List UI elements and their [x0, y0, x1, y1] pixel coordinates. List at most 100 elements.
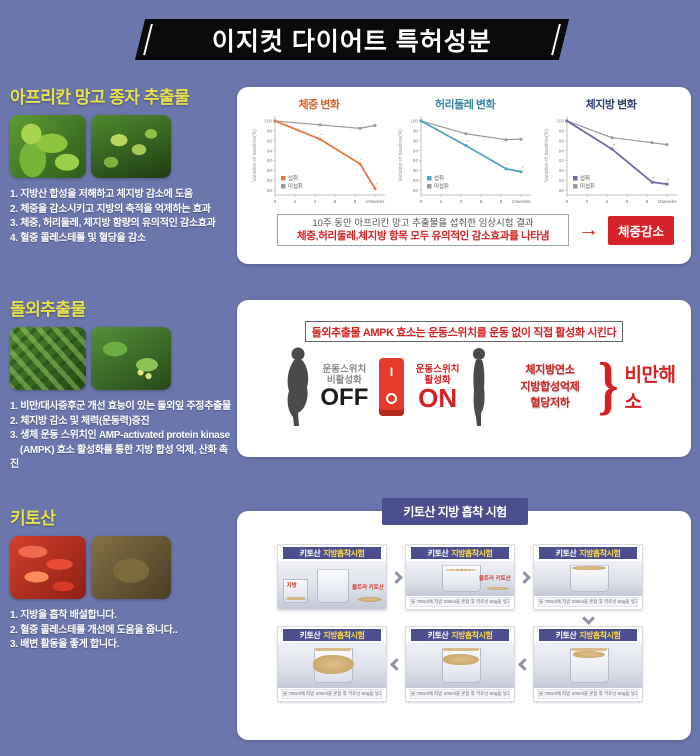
- fatlayer-graphic: [285, 596, 307, 601]
- mango-bullets: 1. 지방산 합성을 저해하고 체지방 감소에 도움 2. 체중을 감소시키고 지…: [10, 188, 234, 246]
- svg-text:미섭취: 미섭취: [580, 182, 595, 190]
- gynostemma-photos: [10, 327, 234, 390]
- experiment-label: 울트라 키토산: [478, 575, 511, 582]
- svg-text:8: 8: [354, 199, 357, 205]
- svg-text:94: 94: [267, 148, 273, 153]
- experiment-photo: [406, 643, 514, 688]
- svg-text:*: *: [613, 142, 615, 147]
- on-text: ON: [418, 382, 458, 413]
- on-label-bottom: 활성화: [424, 374, 451, 386]
- card-header-white: 키토산: [555, 630, 577, 640]
- svg-text:*: *: [653, 176, 655, 181]
- list-item: 1. 비만/대사증후군 개선 효능이 있는 돌외잎 주정추출물: [10, 401, 231, 412]
- card-header-white: 키토산: [427, 630, 449, 640]
- card-header-yellow: 지방흡착시험: [323, 630, 365, 640]
- experiment-caption: 물 700ml에 지방 200ml을 혼합 후 키토산 50g을 넣고 지방흡착…: [282, 689, 382, 699]
- gynostemma-photo-1: [10, 327, 86, 390]
- mango-left-column: 아프리칸 망고 종자 추출물 1. 지방산 합성을 저해하고 체지방 감소에 도…: [10, 83, 234, 246]
- list-item: (AMPK) 효소 활성화를 통한 지방 합성 억제, 산화 촉진: [10, 444, 228, 471]
- svg-text:Variation of baseline(%): Variation of baseline(%): [398, 129, 404, 182]
- experiment-card: 키토산 지방흡착시험 물 700ml에 지방 200ml을 혼합 후 키토산 50g…: [405, 626, 515, 702]
- mango-photo-1: [10, 115, 86, 178]
- experiment-caption: 물 700ml에 지방 200ml을 혼합 후 키토산 50g을 넣고 지방흡착…: [538, 689, 638, 699]
- off-label-top: 운동스위치: [322, 364, 367, 375]
- svg-text:98: 98: [267, 129, 273, 134]
- gynostemma-panel: 돌외추출물 AMPK 효소는 운동스위치를 운동 없이 직접 활성화 시킨다 운…: [237, 300, 691, 457]
- experiment-card-header: 키토산 지방흡착시험: [283, 629, 381, 641]
- svg-text:86: 86: [559, 188, 565, 193]
- mango-photo-2: [91, 115, 171, 178]
- clinical-result-box: 10주 동안 아프리칸 망고 추출물을 섭취한 임상시험 결과 체중,허리둘레,…: [277, 214, 569, 246]
- glass-graphic: [316, 568, 350, 604]
- card-header-white: 키토산: [299, 548, 321, 558]
- svg-text:90: 90: [559, 168, 565, 173]
- experiment-card-header: 키토산 지방흡착시험: [539, 547, 637, 559]
- experiment-photo: [534, 561, 642, 596]
- chart-waist-change: 허리둘레 변화 100 98 96 94 92 90 88 86 0 2 4 6 8 10weeks Vari…: [395, 96, 535, 218]
- chevron-right-icon: [517, 570, 531, 584]
- chart-title: 체지방 변화: [585, 99, 637, 111]
- gynostemma-photo-2: [91, 327, 171, 390]
- svg-text:*: *: [522, 165, 524, 170]
- svg-text:94: 94: [413, 148, 419, 153]
- experiment-cards-grid: 키토산 지방흡착시험 지방 울트라 키토산 키토산 지방흡착시험 울트라 키토산 물 700m…: [277, 544, 643, 702]
- page-title: 이지컷 다이어트 특허성분: [212, 27, 492, 56]
- gynostemma-bullets: 1. 비만/대사증후군 개선 효능이 있는 돌외잎 주정추출물 2. 체지방 감소…: [10, 400, 234, 473]
- svg-text:96: 96: [413, 138, 419, 143]
- clinical-result-row: 10주 동안 아프리칸 망고 추출물을 섭취한 임상시험 결과 체중,허리둘레,…: [277, 214, 674, 246]
- svg-text:100: 100: [556, 119, 564, 124]
- toggle-switch-icon: I: [378, 358, 405, 416]
- svg-text:미섭취: 미섭취: [288, 182, 303, 190]
- svg-text:6: 6: [334, 199, 337, 205]
- card-header-yellow: 지방흡착시험: [451, 630, 493, 640]
- svg-text:10weeks: 10weeks: [512, 199, 532, 205]
- svg-text:섭취: 섭취: [434, 174, 444, 182]
- svg-text:94: 94: [559, 148, 565, 153]
- svg-text:*: *: [507, 162, 509, 167]
- section-title-chitosan: 키토산: [10, 509, 56, 528]
- list-item: 2. 혈중 콜레스테롤 개선에 도움을 줍니다..: [10, 624, 178, 636]
- card-header-yellow: 지방흡착시험: [451, 548, 493, 558]
- card-header-white: 키토산: [427, 548, 449, 558]
- effects-list: 체지방연소 지방합성억제 혈당저하: [506, 362, 594, 412]
- chart-bodyfat-change: 체지방 변화 100 98 96 94 92 90 88 86 0 2 4 6 8 10weeks Varia…: [541, 96, 681, 218]
- svg-text:*: *: [321, 133, 323, 138]
- experiment-photo: [278, 643, 386, 688]
- svg-text:미섭취: 미섭취: [434, 182, 449, 190]
- section-title-mango: 아프리칸 망고 종자 추출물: [10, 88, 190, 107]
- experiment-photo: [534, 643, 642, 688]
- chart-canvas: 100 98 96 94 92 90 88 86 0 2 4 6 8 10weeks Variation o…: [544, 116, 677, 205]
- svg-text:98: 98: [559, 129, 565, 134]
- list-item: 3. 체중, 허리둘레, 체지방 함량의 유의적인 감소효과: [10, 218, 216, 229]
- page-title-banner: 이지컷 다이어트 특허성분: [134, 19, 570, 60]
- clinical-result-line1: 10주 동안 아프리칸 망고 추출물을 섭취한 임상시험 결과: [312, 217, 534, 229]
- svg-text:Variation of baseline(%): Variation of baseline(%): [252, 129, 258, 182]
- off-block: 운동스위치 비활성화 OFF: [317, 364, 372, 410]
- flow-arrow-left-icon: [387, 626, 405, 702]
- switch-off-mark: [386, 393, 398, 405]
- list-item: 혈당저하: [530, 397, 570, 410]
- weight-loss-badge: 체중감소: [608, 215, 674, 245]
- svg-text:0: 0: [566, 199, 569, 205]
- dish-graphic: [357, 597, 382, 603]
- svg-text:88: 88: [559, 178, 565, 183]
- chevron-down-icon: [581, 611, 595, 625]
- svg-text:섭취: 섭취: [288, 174, 298, 182]
- svg-text:100: 100: [410, 119, 418, 124]
- svg-text:92: 92: [267, 158, 273, 163]
- chevron-right-icon: [389, 570, 403, 584]
- svg-text:*: *: [361, 157, 363, 162]
- svg-text:*: *: [467, 139, 469, 144]
- svg-text:섭취: 섭취: [580, 174, 590, 182]
- gynostemma-left-column: 돌외추출물 1. 비만/대사증후군 개선 효능이 있는 돌외잎 주정추출물 2. …: [10, 295, 234, 473]
- flow-arrow-right-icon: [387, 544, 405, 610]
- list-item: 4. 혈중 콜레스테롤 및 혈당을 감소: [10, 232, 146, 244]
- svg-text:88: 88: [267, 178, 273, 183]
- card-header-yellow: 지방흡착시험: [579, 630, 621, 640]
- svg-text:2: 2: [294, 199, 297, 205]
- arrow-right-icon: →: [578, 218, 599, 241]
- svg-text:0: 0: [420, 199, 423, 205]
- svg-text:98: 98: [413, 129, 419, 134]
